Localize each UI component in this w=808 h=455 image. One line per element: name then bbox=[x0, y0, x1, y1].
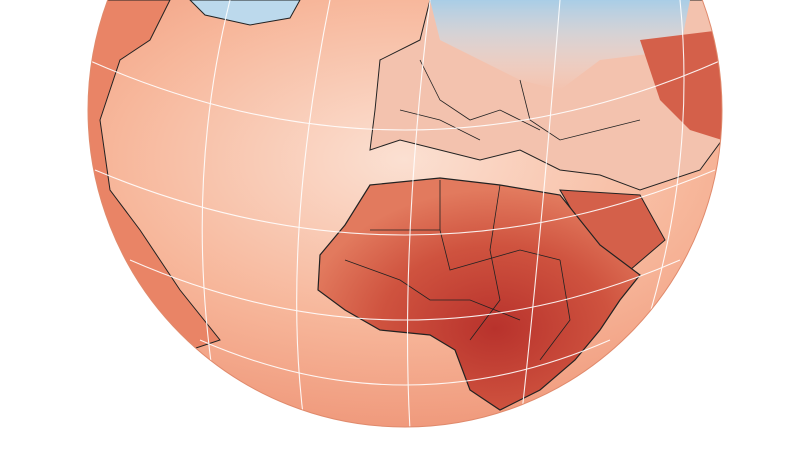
africa bbox=[317, 177, 641, 411]
globe-edge bbox=[87, 0, 723, 428]
cold-region bbox=[430, 0, 690, 90]
central-asia bbox=[640, 30, 722, 140]
borders bbox=[344, 59, 641, 361]
greenland bbox=[188, 0, 301, 26]
